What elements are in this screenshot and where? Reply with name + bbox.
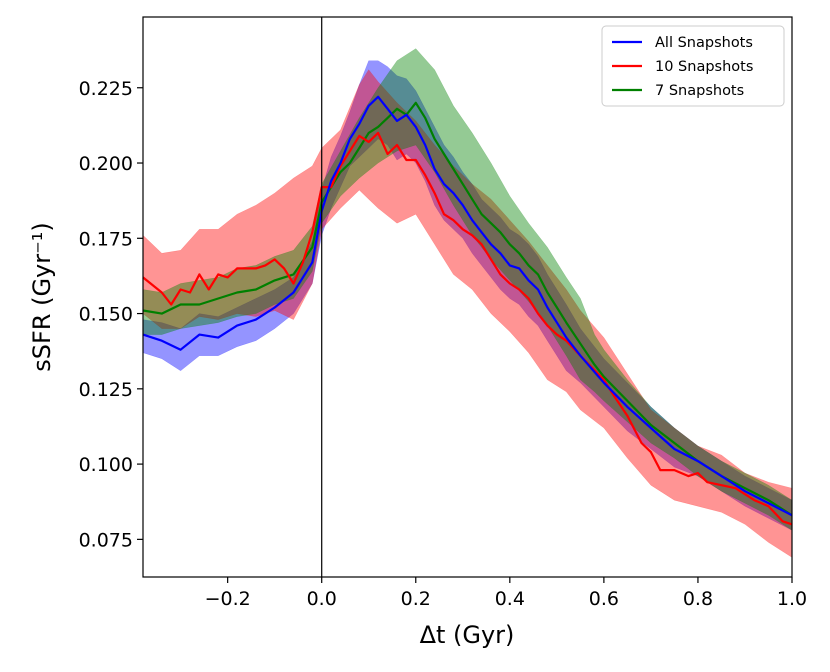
legend-label-all-snapshots: All Snapshots xyxy=(655,35,753,51)
x-axis-ticks: −0.2 0.0 0.2 0.4 0.6 0.8 1.0 xyxy=(205,577,807,610)
y-tick-label: 0.075 xyxy=(79,529,133,551)
y-tick-label: 0.200 xyxy=(79,153,133,175)
y-tick-label: 0.150 xyxy=(79,304,133,326)
line-7-snapshots xyxy=(142,101,793,517)
series-lines xyxy=(142,95,793,526)
plot-frame xyxy=(142,16,793,578)
line-10-snapshots xyxy=(142,131,793,526)
legend-label-7-snapshots: 7 Snapshots xyxy=(655,83,744,99)
x-tick-label: 0.8 xyxy=(683,588,713,610)
y-tick-label: 0.125 xyxy=(79,379,133,401)
x-tick-label: 1.0 xyxy=(777,588,807,610)
legend-label-10-snapshots: 10 Snapshots xyxy=(655,59,753,75)
y-axis-label: sSFR (Gyr⁻¹) xyxy=(28,222,56,372)
x-tick-label: 0.0 xyxy=(307,588,337,610)
y-tick-label: 0.225 xyxy=(79,78,133,100)
x-tick-label: 0.2 xyxy=(401,588,431,610)
y-axis-ticks: 0.075 0.100 0.125 0.150 0.175 0.200 0.225 xyxy=(79,78,143,551)
x-tick-label: −0.2 xyxy=(205,588,251,610)
y-tick-label: 0.175 xyxy=(79,228,133,250)
x-tick-label: 0.4 xyxy=(495,588,525,610)
line-all-snapshots xyxy=(142,95,793,517)
legend-box xyxy=(601,25,785,107)
legend: All Snapshots 10 Snapshots 7 Snapshots xyxy=(601,25,785,107)
x-axis-label: Δt (Gyr) xyxy=(420,621,515,649)
x-tick-label: 0.6 xyxy=(589,588,619,610)
y-tick-label: 0.100 xyxy=(79,454,133,476)
